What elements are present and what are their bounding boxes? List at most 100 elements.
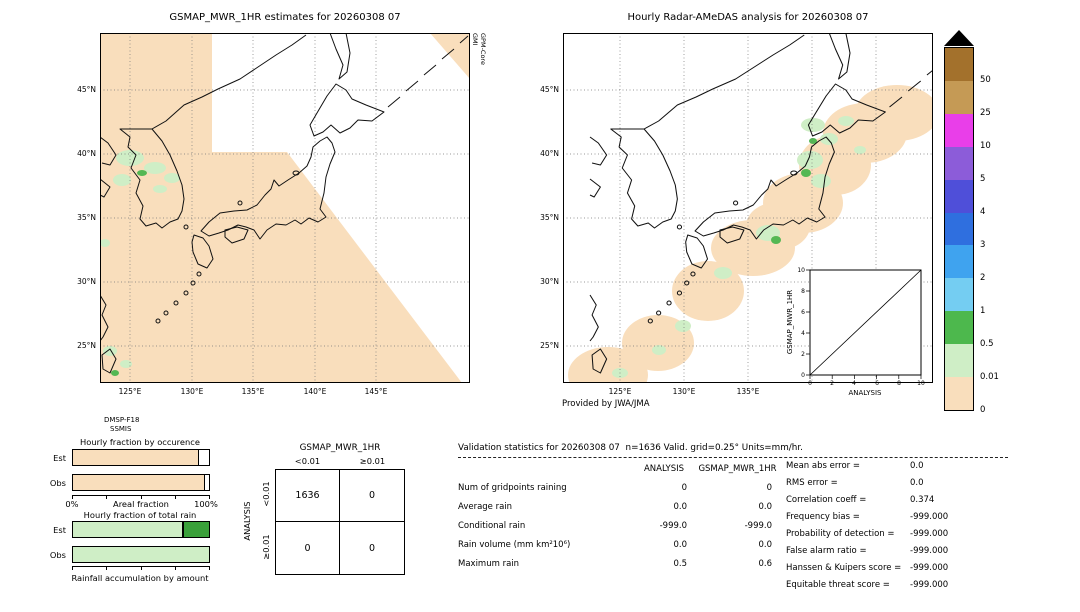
- score-row: False alarm ratio = -999.000: [786, 546, 1018, 563]
- light-rain-areas: [100, 150, 180, 376]
- obs-totalrain-bar: [72, 546, 210, 563]
- est-totalrain-bar: [72, 521, 210, 538]
- lat-tick-label: 35°N: [540, 213, 559, 222]
- map-border: [100, 33, 470, 383]
- stats-col-header: ANALYSIS: [643, 464, 685, 474]
- score-value: -999.000: [910, 512, 949, 522]
- obs-occurrence-bar: [72, 474, 210, 491]
- axis-tick: [72, 566, 73, 570]
- colorbar-tick-label: 0.01: [980, 372, 999, 382]
- inset-y-tick: 4: [801, 330, 805, 337]
- score-value: 0.374: [910, 495, 935, 505]
- colorbar-tick-label: 10: [980, 141, 991, 151]
- score-label: False alarm ratio =: [786, 546, 867, 556]
- inset-x-tick: 8: [897, 380, 901, 387]
- axis-min-label: 0%: [65, 499, 79, 509]
- stats-header: Validation statistics for 20260308 07 n=…: [458, 443, 803, 453]
- score-label: Equitable threat score =: [786, 580, 890, 590]
- lon-tick-label: 145°E: [364, 387, 388, 396]
- score-row: Mean abs error = 0.0: [786, 461, 1018, 478]
- obs-row-label: Obs: [49, 550, 66, 560]
- stat-gsmap-value: 0.0: [758, 540, 772, 550]
- stats-table: ANALYSIS GSMAP_MWR_1HR Num of gridpoints…: [458, 460, 780, 574]
- stat-row-label: Conditional rain: [458, 521, 526, 531]
- colorbar-tick-label: 3: [980, 240, 986, 250]
- inset-y-tick: 0: [801, 372, 805, 379]
- score-row: Frequency bias = -999.000: [786, 512, 1018, 529]
- right-map-title: Hourly Radar-AMeDAS analysis for 2026030…: [627, 12, 869, 23]
- colorbar-segment: [945, 113, 973, 147]
- inset-x-tick: 0: [808, 380, 812, 387]
- totalrain-caption: Rainfall accumulation by amount: [71, 573, 209, 583]
- colorbar-segment: [945, 311, 973, 345]
- dashed-divider: [458, 457, 1008, 458]
- stat-row-label: Num of gridpoints raining: [458, 483, 567, 493]
- obs-row-label: Obs: [49, 478, 66, 488]
- skill-scores: Mean abs error = 0.0 RMS error = 0.0 Cor…: [786, 461, 1018, 597]
- colorbar-segment: [945, 245, 973, 279]
- stat-gsmap-value: 0.6: [758, 559, 772, 569]
- inset-x-tick: 2: [830, 380, 834, 387]
- satellite-footnote: DMSP-F18: [104, 416, 140, 424]
- score-label: Probability of detection =: [786, 529, 895, 539]
- est-occurrence-bar: [72, 449, 210, 466]
- lon-tick-label: 135°E: [241, 387, 265, 396]
- score-label: Mean abs error =: [786, 461, 860, 471]
- lon-tick-label: 125°E: [118, 387, 142, 396]
- inset-x-tick: 4: [852, 380, 856, 387]
- score-row: Correlation coeff = 0.374: [786, 495, 1018, 512]
- axis-tick: [209, 495, 210, 499]
- colorbar-tick-label: 25: [980, 108, 991, 118]
- score-value: -999.000: [910, 546, 949, 556]
- inset-y-tick: 10: [797, 267, 805, 274]
- stat-row-label: Maximum rain: [458, 559, 520, 569]
- score-label: Correlation coeff =: [786, 495, 867, 505]
- inset-y-axis-label: GSMAP_MWR_1HR: [786, 290, 794, 354]
- contingency-col-header: ≥0.01: [359, 456, 386, 466]
- stat-gsmap-value: 0.0: [758, 502, 772, 512]
- axis-tick: [175, 566, 176, 570]
- inset-scatter-plot: 0 2 4 6 8 10 0 2 4 6 8 10 ANALYSIS GSMAP…: [786, 267, 925, 397]
- est-occurrence-fill: [73, 450, 200, 465]
- contingency-title: GSMAP_MWR_1HR: [299, 443, 381, 453]
- colorbar-tick-label: 0.5: [980, 339, 994, 349]
- colorbar: [944, 47, 974, 411]
- sensor-side-label: GPM-Core GMI: [471, 33, 487, 65]
- axis-tick: [72, 495, 73, 499]
- lat-tick-label: 25°N: [540, 341, 559, 350]
- totalrain-chart-title: Hourly fraction of total rain: [83, 510, 197, 520]
- coastlines: [589, 33, 933, 374]
- colorbar-tick-label: 1: [980, 306, 986, 316]
- contingency-row-header: <0.01: [261, 481, 271, 507]
- colorbar-segment: [945, 278, 973, 312]
- sensor-footnote: SSMIS: [110, 425, 132, 433]
- lat-tick-label: 25°N: [77, 341, 96, 350]
- stat-analysis-value: 0.5: [673, 559, 687, 569]
- obs-occurrence-fill: [73, 475, 205, 490]
- est-totalrain-light-fill: [73, 522, 184, 537]
- lon-tick-label: 140°E: [303, 387, 327, 396]
- stat-analysis-value: 0.0: [673, 540, 687, 550]
- stat-gsmap-value: 0: [766, 483, 772, 493]
- contingency-cell: 1636: [276, 470, 340, 522]
- score-row: Hanssen & Kuipers score = -999.000: [786, 563, 1018, 580]
- est-totalrain-dark-fill: [183, 522, 209, 537]
- colorbar-segment: [945, 179, 973, 213]
- lat-tick-label: 45°N: [77, 85, 96, 94]
- stat-row-label: Average rain: [458, 502, 513, 512]
- right-map: 0 2 4 6 8 10 0 2 4 6 8 10 ANALYSIS GSMAP…: [563, 33, 933, 397]
- one-to-one-line: [809, 269, 922, 376]
- inset-ticks: [806, 269, 922, 379]
- colorbar-segment: [945, 80, 973, 114]
- gridlines: [100, 33, 470, 383]
- axis-max-label: 100%: [194, 499, 218, 509]
- left-map: [100, 33, 470, 383]
- colorbar-tick-label: 5: [980, 174, 986, 184]
- contingency-side-label: ANALYSIS: [242, 501, 252, 541]
- stats-col-header: GSMAP_MWR_1HR: [698, 464, 777, 474]
- stat-row-label: Rain volume (mm km²10⁶): [458, 540, 571, 550]
- axis-tick: [175, 495, 176, 499]
- axis-tick: [141, 566, 142, 570]
- stat-analysis-value: -999.0: [659, 521, 687, 531]
